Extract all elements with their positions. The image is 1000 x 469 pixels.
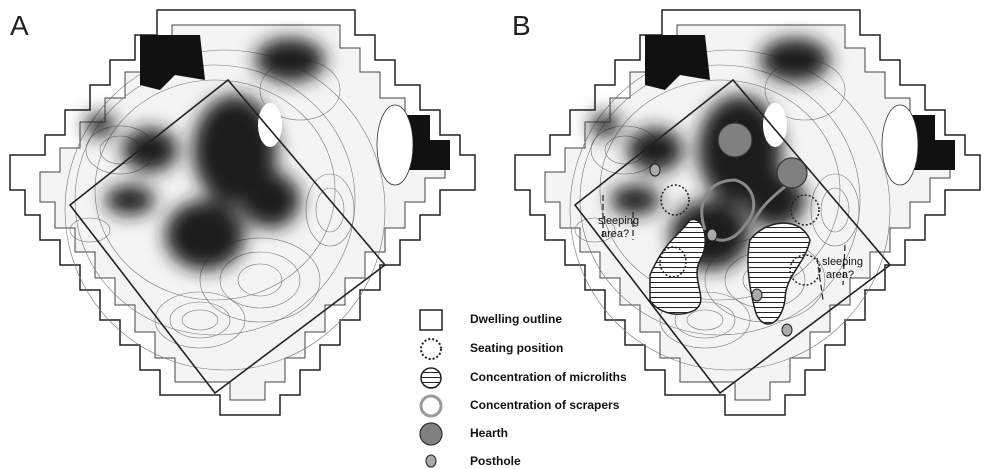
legend-label: Hearth <box>470 426 508 440</box>
figure: A B sleeping area? sleeping area? Dwelli… <box>0 0 1000 469</box>
legend-label: Concentration of microliths <box>470 370 627 384</box>
panel-label: B <box>512 10 531 41</box>
legend-symbol <box>426 455 436 467</box>
legend-label: Dwelling outline <box>470 312 562 326</box>
legend-symbol <box>421 368 441 388</box>
legend-label: Seating position <box>470 341 563 355</box>
panel-b <box>515 10 980 415</box>
legend: Dwelling outline Seating position Concen… <box>420 310 627 468</box>
legend-label: Concentration of scrapers <box>470 398 620 412</box>
annotation: area? <box>826 269 854 281</box>
legend-symbol <box>420 310 442 330</box>
annotation: sleeping <box>822 256 863 268</box>
legend-symbol <box>420 423 442 445</box>
annotation: sleeping <box>598 215 639 227</box>
panel-a <box>10 10 475 415</box>
legend-symbol <box>421 396 441 416</box>
legend-symbol <box>421 339 441 359</box>
legend-label: Posthole <box>470 454 521 468</box>
annotation: area? <box>601 228 629 240</box>
panel-label: A <box>10 10 29 41</box>
